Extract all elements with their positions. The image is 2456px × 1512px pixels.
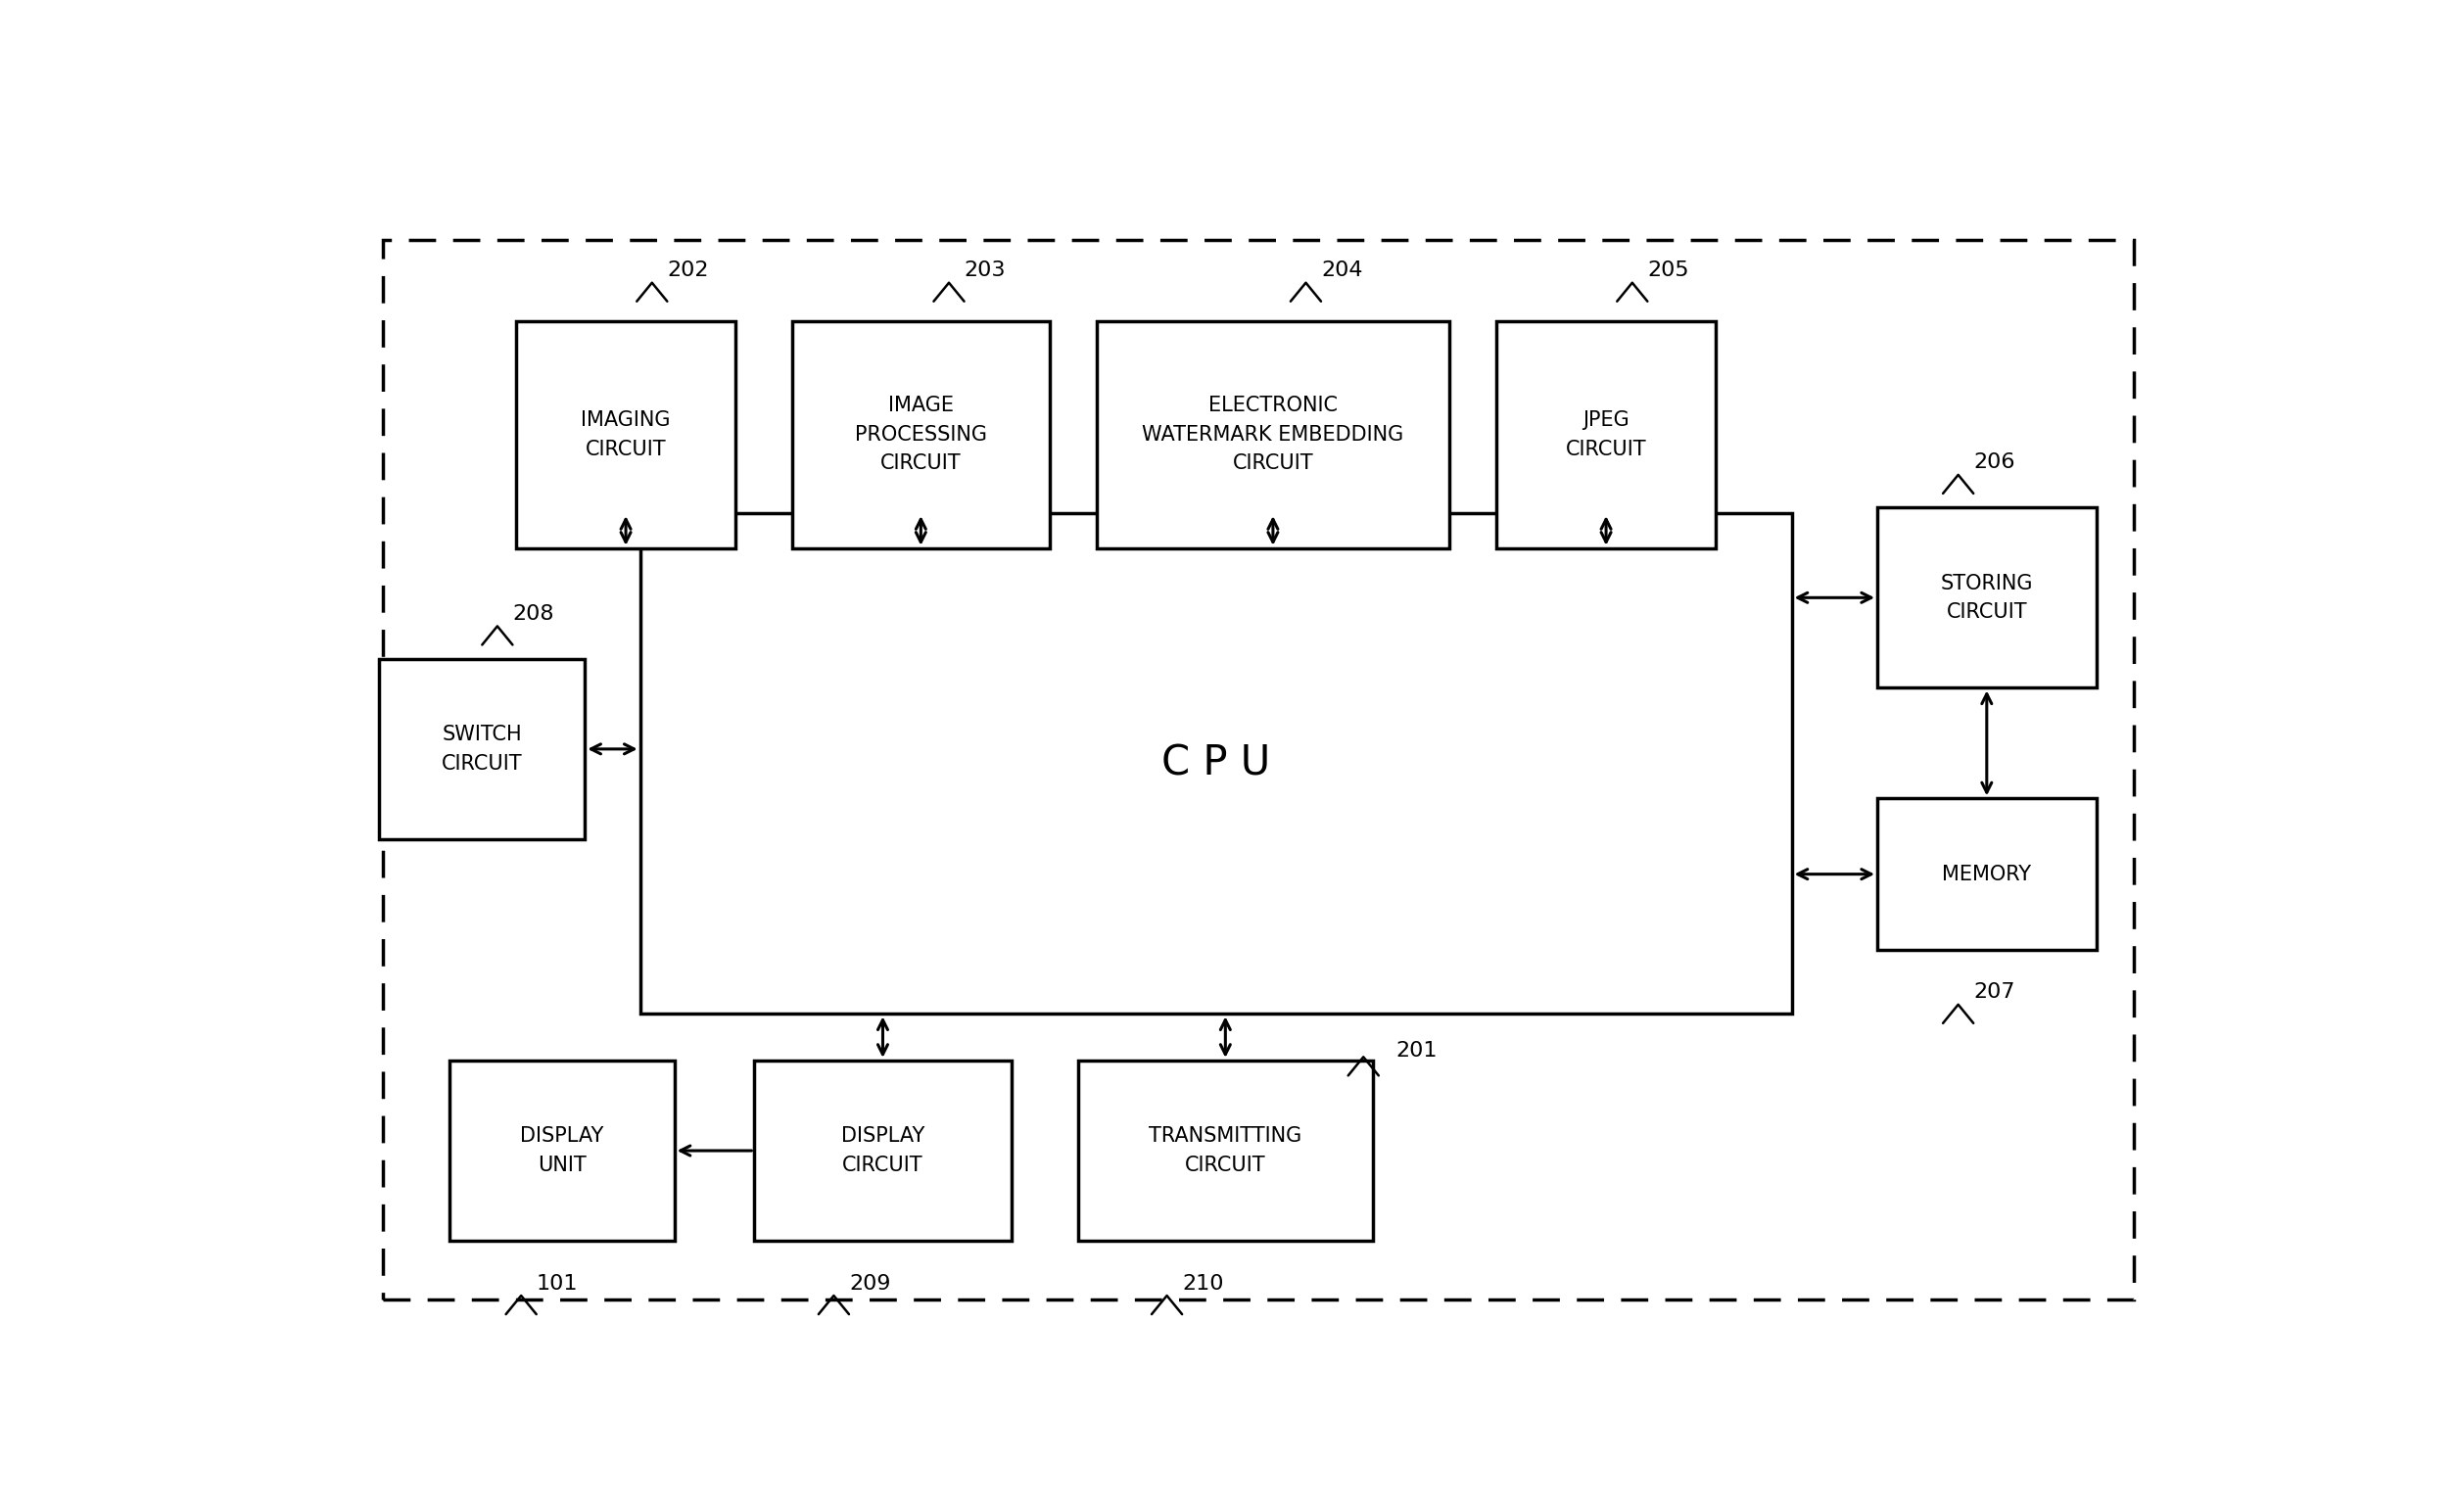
Text: 203: 203 — [965, 260, 1007, 280]
Bar — [516, 321, 734, 549]
Text: 202: 202 — [668, 260, 710, 280]
Bar — [1098, 321, 1449, 549]
Text: 206: 206 — [1975, 454, 2014, 472]
Bar — [754, 1060, 1012, 1241]
Text: DISPLAY
CIRCUIT: DISPLAY CIRCUIT — [840, 1126, 923, 1175]
Bar — [793, 321, 1049, 549]
Text: 205: 205 — [1648, 260, 1690, 280]
Text: 204: 204 — [1321, 260, 1363, 280]
Bar — [378, 659, 585, 839]
Text: TRANSMITTING
CIRCUIT: TRANSMITTING CIRCUIT — [1149, 1126, 1302, 1175]
Text: SWITCH
CIRCUIT: SWITCH CIRCUIT — [442, 724, 523, 773]
Text: MEMORY: MEMORY — [1943, 865, 2031, 885]
Text: 101: 101 — [535, 1273, 577, 1293]
Bar — [1876, 508, 2097, 688]
Text: IMAGE
PROCESSING
CIRCUIT: IMAGE PROCESSING CIRCUIT — [855, 396, 987, 473]
Text: 209: 209 — [850, 1273, 892, 1293]
Text: ELECTRONIC
WATERMARK EMBEDDING
CIRCUIT: ELECTRONIC WATERMARK EMBEDDING CIRCUIT — [1142, 396, 1405, 473]
Text: 207: 207 — [1975, 983, 2014, 1002]
Text: JPEG
CIRCUIT: JPEG CIRCUIT — [1564, 410, 1646, 460]
Bar — [641, 513, 1793, 1015]
Bar — [1078, 1060, 1373, 1241]
Text: C P U: C P U — [1162, 742, 1270, 785]
Bar — [1876, 798, 2097, 950]
Text: STORING
CIRCUIT: STORING CIRCUIT — [1940, 573, 2034, 621]
Text: 201: 201 — [1395, 1040, 1437, 1060]
Bar — [449, 1060, 675, 1241]
Text: 208: 208 — [513, 605, 555, 624]
Text: IMAGING
CIRCUIT: IMAGING CIRCUIT — [582, 410, 670, 460]
Text: 210: 210 — [1181, 1273, 1223, 1293]
Text: DISPLAY
UNIT: DISPLAY UNIT — [521, 1126, 604, 1175]
Bar — [1496, 321, 1717, 549]
